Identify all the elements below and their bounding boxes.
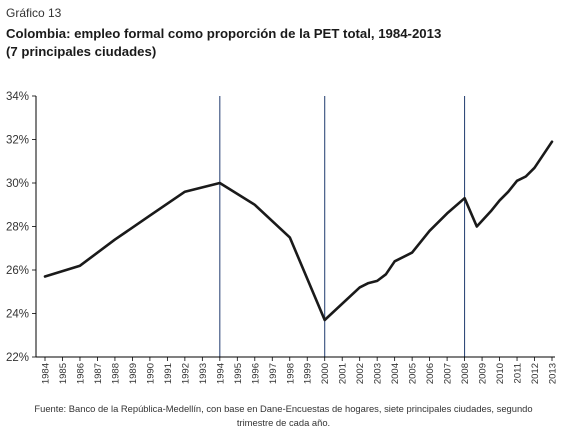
chart-title-line2: (7 principales ciudades): [6, 44, 157, 59]
x-tick-label: 1995: [233, 363, 244, 384]
series-line-0: [43, 140, 554, 322]
x-tick-label: 1985: [58, 363, 69, 384]
x-tick-label: 2008: [460, 363, 471, 384]
figure-label: Gráfico 13: [6, 6, 62, 20]
x-tick-label: 2010: [495, 363, 506, 384]
x-tick-label: 1997: [268, 363, 279, 384]
x-tick-label: 1991: [163, 363, 174, 384]
x-tick-label: 2003: [373, 363, 384, 384]
y-tick-label: 22%: [6, 352, 29, 364]
x-axis-ticks: 1984 1985 1986 1987 1988 1989 1990 1991 1992 1993…: [41, 357, 559, 384]
y-tick-label: 30%: [6, 178, 29, 190]
y-tick-label: 26%: [6, 265, 29, 277]
y-tick-label: 24%: [6, 309, 29, 321]
x-tick-label: 2001: [338, 363, 349, 384]
chart-title-line1: Colombia: empleo formal como proporción …: [6, 26, 442, 41]
y-tick-label: 28%: [6, 222, 29, 234]
source-note: Fuente: Banco de la República-Medellín, …: [0, 402, 567, 430]
x-tick-label: 2013: [548, 363, 559, 384]
x-tick-label: 1986: [75, 363, 86, 384]
axes: [35, 96, 555, 358]
vertical-markers: [219, 96, 466, 357]
source-line2: trimestre de cada año.: [236, 417, 331, 428]
x-tick-label: 1988: [110, 363, 121, 384]
x-tick-label: 1984: [41, 363, 52, 384]
x-tick-label: 2007: [443, 363, 454, 384]
y-axis-ticks: 22% 24% 26% 28% 30% 32% 34%: [6, 91, 36, 364]
series-group: [43, 140, 554, 322]
x-tick-label: 2005: [408, 363, 419, 384]
chart-title: Colombia: empleo formal como proporción …: [6, 25, 546, 61]
x-tick-label: 2002: [355, 363, 366, 384]
x-tick-label: 2012: [530, 363, 541, 384]
source-line1: Fuente: Banco de la República-Medellín, …: [34, 403, 533, 414]
x-tick-label: 1989: [128, 363, 139, 384]
x-tick-label: 2011: [513, 363, 524, 383]
x-tick-label: 1996: [250, 363, 261, 384]
y-tick-label: 34%: [6, 91, 29, 103]
x-tick-label: 1990: [145, 363, 156, 384]
x-tick-label: 1994: [215, 363, 226, 384]
x-tick-label: 2004: [390, 363, 401, 384]
x-tick-label: 1992: [180, 363, 191, 384]
y-tick-label: 32%: [6, 135, 29, 147]
x-tick-label: 2006: [425, 363, 436, 384]
x-tick-label: 1999: [303, 363, 314, 384]
x-tick-label: 2009: [478, 363, 489, 384]
x-tick-label: 2000: [320, 363, 331, 384]
x-tick-label: 1987: [93, 363, 104, 384]
x-tick-label: 1993: [198, 363, 209, 384]
x-tick-label: 1998: [285, 363, 296, 384]
